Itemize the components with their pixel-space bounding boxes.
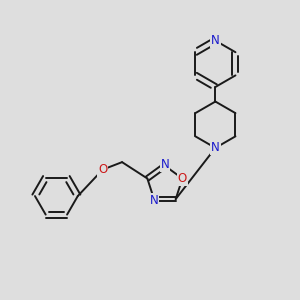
Text: O: O <box>98 163 107 176</box>
Text: O: O <box>178 172 187 185</box>
Text: N: N <box>211 141 220 154</box>
Text: N: N <box>150 194 158 207</box>
Text: N: N <box>160 158 169 171</box>
Text: N: N <box>211 34 220 47</box>
